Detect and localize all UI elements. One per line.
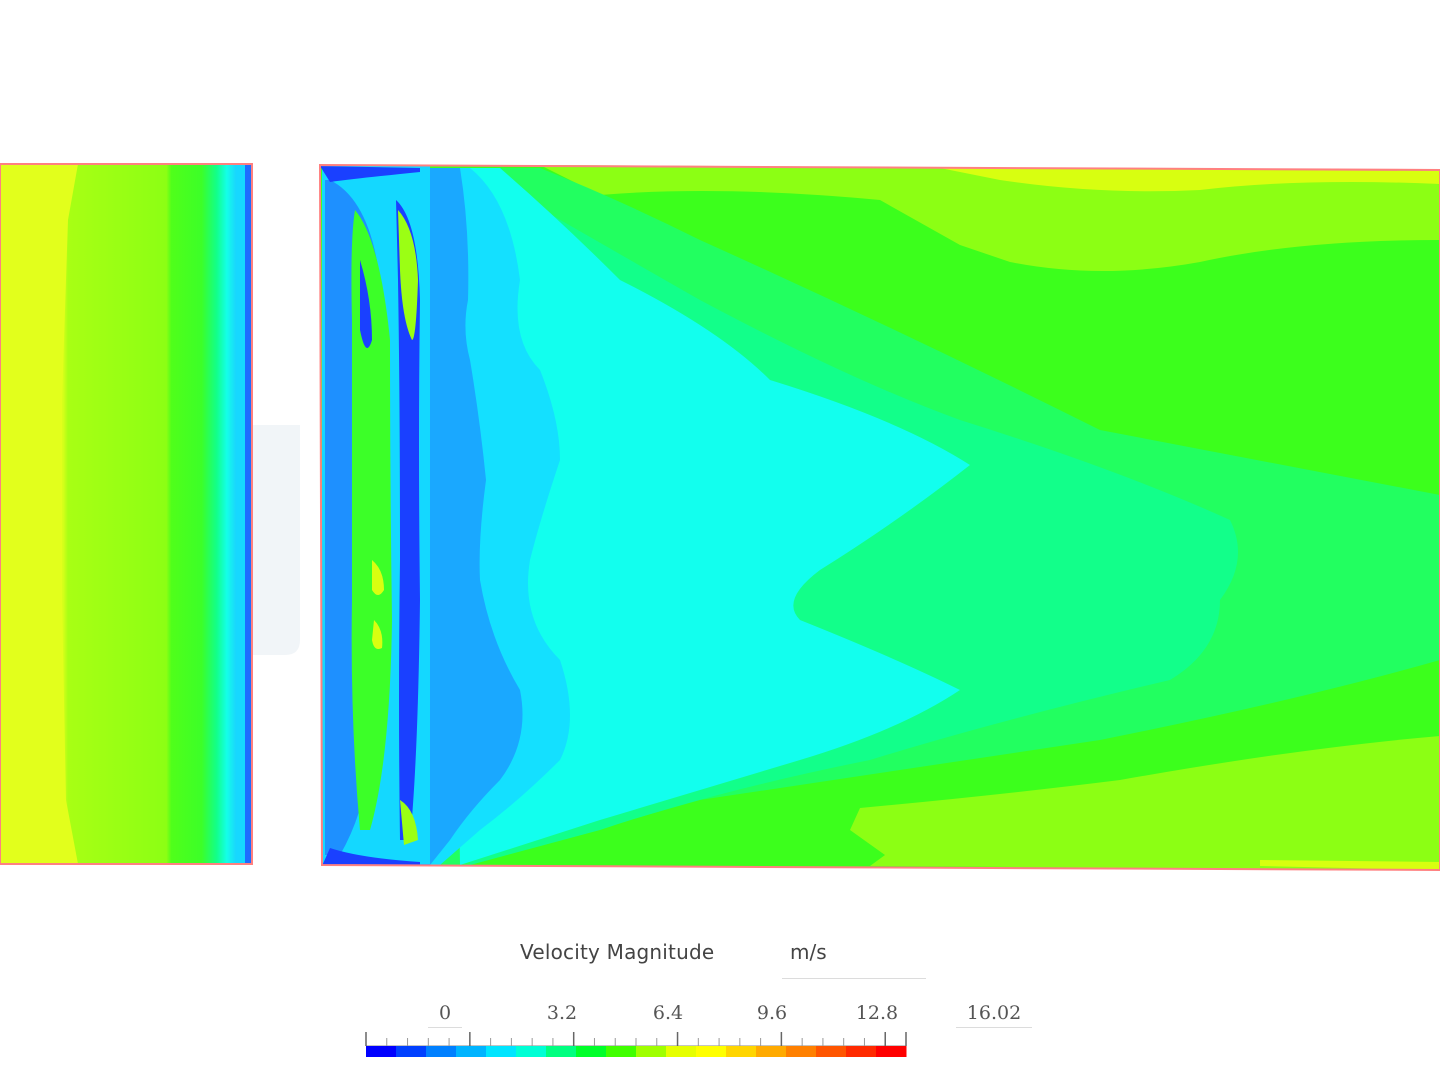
legend-swatch [726, 1046, 757, 1057]
legend-swatch [456, 1046, 487, 1057]
legend-swatch [756, 1046, 787, 1057]
legend-swatches [366, 1046, 907, 1057]
legend-tick-label: 6.4 [652, 1002, 684, 1024]
legend-tick-label: 3.2 [546, 1002, 578, 1024]
legend-title: Velocity Magnitude [520, 940, 715, 964]
legend-swatch [426, 1046, 457, 1057]
legend-swatch [816, 1046, 847, 1057]
legend-tick-marks [365, 1032, 907, 1047]
legend-min-field[interactable] [428, 1000, 462, 1028]
legend-swatch [366, 1046, 397, 1057]
legend-tick-label: 12.8 [855, 1002, 899, 1024]
legend-swatch [576, 1046, 607, 1057]
legend-swatch [396, 1046, 427, 1057]
legend-swatch [606, 1046, 637, 1057]
legend-swatch [516, 1046, 547, 1057]
legend-swatch [876, 1046, 907, 1057]
legend-swatch [546, 1046, 577, 1057]
legend-max-field[interactable] [956, 1000, 1032, 1028]
legend-swatch [786, 1046, 817, 1057]
legend-tick-label: 0 [438, 1002, 452, 1024]
legend-color-bar [365, 1032, 907, 1057]
legend-swatch [666, 1046, 697, 1057]
legend-unit: m/s [790, 940, 827, 964]
legend-tick-label: 9.6 [756, 1002, 788, 1024]
legend-swatch [636, 1046, 667, 1057]
channel-domain [318, 163, 1440, 872]
legend-swatch [486, 1046, 517, 1057]
legend-max-label: 16.02 [966, 1002, 1022, 1024]
legend-swatch [846, 1046, 877, 1057]
legend-unit-selector[interactable]: m/s [782, 940, 926, 979]
inlet-domain [0, 163, 253, 865]
legend-swatch [696, 1046, 727, 1057]
